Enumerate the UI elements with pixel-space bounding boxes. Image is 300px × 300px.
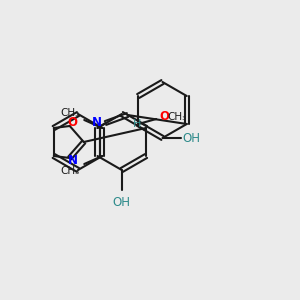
- Text: OH: OH: [182, 131, 200, 145]
- Text: CH₃: CH₃: [60, 108, 79, 118]
- Text: N: N: [92, 116, 101, 128]
- Text: CH₃: CH₃: [60, 166, 79, 176]
- Text: OH: OH: [113, 196, 131, 209]
- Text: O: O: [159, 110, 169, 124]
- Text: H: H: [133, 119, 141, 129]
- Text: O: O: [68, 116, 78, 130]
- Text: N: N: [68, 154, 78, 167]
- Text: CH₃: CH₃: [167, 112, 187, 122]
